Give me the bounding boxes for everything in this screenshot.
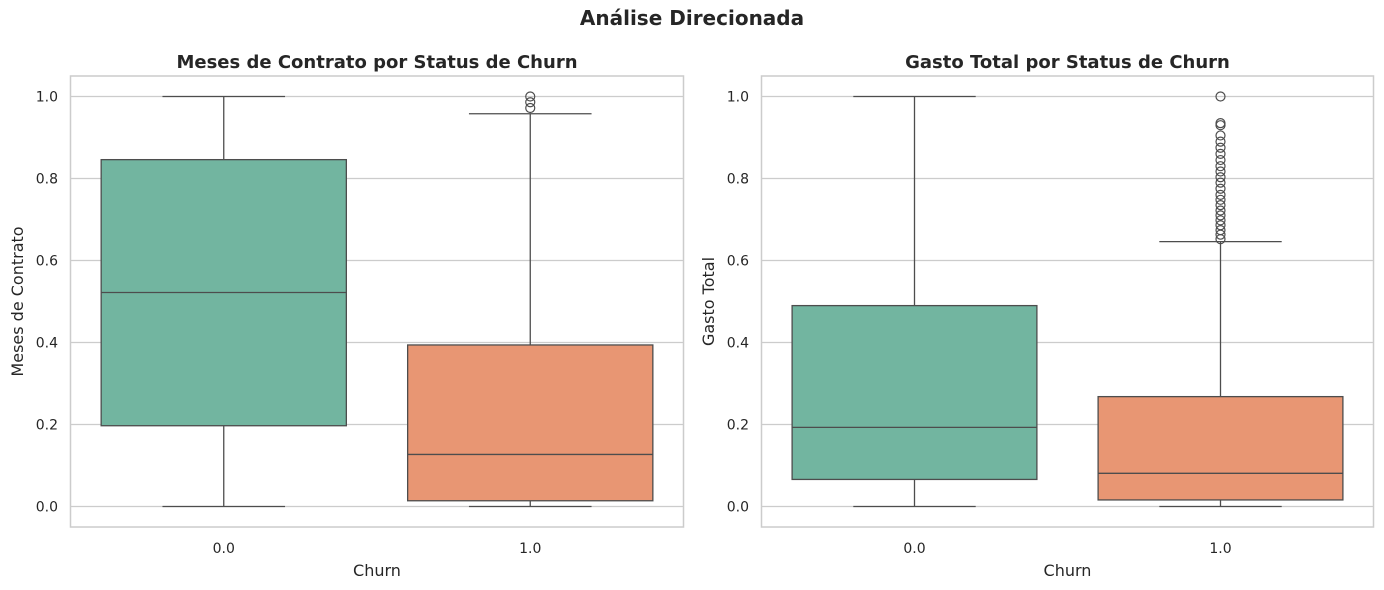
y-axis-label: Meses de Contrato [8, 226, 27, 376]
chart-panel-contract-months: 0.0 0.2 0.4 0.6 0.8 1.0 0.0 1.0 Meses de Contrat… [8, 52, 685, 580]
y-tick-label: 0.4 [727, 336, 749, 352]
outlier-point [1215, 200, 1226, 211]
outlier-point [1215, 166, 1226, 177]
chart-title: Meses de Contrato por Status de Churn [176, 52, 577, 73]
y-tick-label: 0.2 [727, 418, 749, 434]
y-tick-label: 0.2 [36, 418, 58, 434]
outlier-point [1215, 189, 1226, 200]
x-tick-label: 0.0 [213, 541, 235, 557]
x-tick-label: 1.0 [1209, 541, 1231, 557]
y-tick-label: 0.8 [36, 172, 58, 188]
x-tick-label: 1.0 [519, 541, 541, 557]
chart-title: Gasto Total por Status de Churn [905, 52, 1230, 73]
axes-frame [69, 75, 685, 528]
outlier-point [1215, 130, 1226, 141]
outlier-point [1215, 161, 1226, 172]
x-axis-label: Churn [353, 561, 401, 580]
x-tick-label: 0.0 [903, 541, 925, 557]
y-tick-label: 0.8 [727, 172, 749, 188]
boxplot-0.0 [100, 95, 347, 508]
outlier-point [1215, 194, 1226, 205]
outlier-point [1215, 215, 1226, 226]
axes-frame [760, 75, 1375, 528]
outlier-point [1215, 220, 1226, 231]
y-tick-label: 0.0 [727, 500, 749, 516]
outlier-point [1215, 142, 1226, 153]
y-tick-label: 0.4 [36, 336, 58, 352]
outlier-point [1215, 91, 1226, 102]
outlier-point [525, 91, 536, 102]
outlier-point [1215, 172, 1226, 183]
outlier-point [1215, 118, 1226, 129]
y-tick-label: 0.0 [36, 500, 58, 516]
y-tick-label: 1.0 [36, 90, 58, 106]
y-tick-label: 0.6 [727, 254, 749, 270]
outlier-point [1215, 177, 1226, 188]
boxplot-0.0 [791, 95, 1038, 508]
y-tick-label: 1.0 [727, 90, 749, 106]
figure-suptitle: Análise Direcionada [580, 6, 804, 30]
y-tick-label: 0.6 [36, 254, 58, 270]
outlier-point [1215, 205, 1226, 216]
chart-panel-total-spend: 0.0 0.2 0.4 0.6 0.8 1.0 0.0 1.0 Gasto Total por … [699, 52, 1375, 580]
outlier-point [525, 97, 536, 108]
boxplot-1.0 [1097, 91, 1344, 508]
outlier-point [1215, 136, 1226, 147]
iqr-box [1097, 395, 1344, 501]
outlier-point [1215, 210, 1226, 221]
x-axis-label: Churn [1044, 561, 1092, 580]
y-axis-label: Gasto Total [699, 257, 718, 346]
boxplot-1.0 [406, 91, 654, 508]
outlier-point [525, 102, 536, 114]
outlier-point [1215, 148, 1226, 159]
outlier-point [1215, 154, 1226, 166]
outlier-point [1215, 225, 1226, 236]
iqr-box [791, 304, 1038, 481]
outlier-point [1215, 120, 1226, 131]
iqr-box [406, 344, 654, 502]
outlier-point [1215, 183, 1226, 194]
